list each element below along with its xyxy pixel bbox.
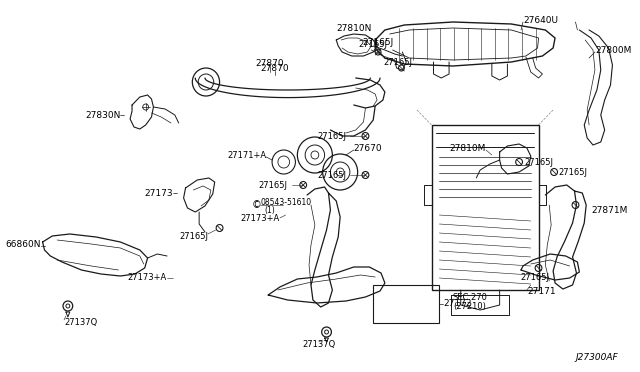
Text: 27810N: 27810N	[336, 23, 372, 32]
Text: 27165J: 27165J	[362, 38, 394, 46]
Text: 27137Q: 27137Q	[302, 340, 335, 349]
Bar	[373, 285, 439, 323]
Text: J27300AF: J27300AF	[575, 353, 618, 362]
Text: 27165J: 27165J	[358, 39, 388, 48]
Text: 66860N: 66860N	[5, 240, 40, 248]
Text: 27871M: 27871M	[591, 205, 627, 215]
Text: 27640U: 27640U	[523, 16, 558, 25]
Text: 27171+A: 27171+A	[227, 151, 266, 160]
Text: 27810M: 27810M	[450, 144, 486, 153]
Text: 27171: 27171	[527, 288, 556, 296]
Text: 08543-51610: 08543-51610	[260, 198, 312, 206]
Text: 27165J: 27165J	[317, 170, 346, 180]
Text: 27165J: 27165J	[524, 157, 553, 167]
Text: 27670: 27670	[354, 144, 382, 153]
Text: 27165J: 27165J	[383, 58, 412, 67]
Text: 27870: 27870	[260, 64, 289, 73]
Text: 27830N: 27830N	[85, 110, 120, 119]
Text: 27165J: 27165J	[558, 167, 587, 176]
Text: ©: ©	[252, 200, 261, 210]
Text: (1): (1)	[264, 205, 275, 215]
Text: SEC.270: SEC.270	[453, 294, 488, 302]
Text: 27165J: 27165J	[317, 131, 346, 141]
Text: 27173: 27173	[144, 189, 173, 198]
Text: 27165J: 27165J	[259, 180, 287, 189]
Text: 27165J: 27165J	[179, 231, 208, 241]
Text: 27870: 27870	[256, 58, 284, 67]
Bar	[431, 125, 538, 290]
Text: 27800M: 27800M	[595, 45, 631, 55]
Text: 27173+A: 27173+A	[128, 273, 167, 282]
Text: 27173+A: 27173+A	[241, 214, 280, 222]
Text: 27165J: 27165J	[520, 273, 549, 282]
Text: 27137Q: 27137Q	[64, 317, 97, 327]
Text: 27172: 27172	[444, 299, 472, 308]
Text: (27210): (27210)	[453, 301, 486, 311]
